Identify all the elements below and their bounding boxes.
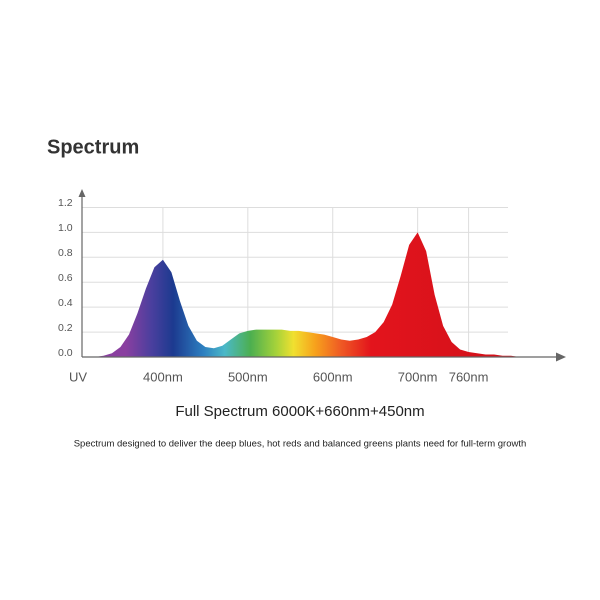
y-tick-label: 0.2 — [58, 322, 73, 334]
y-tick-label: 0.0 — [58, 347, 73, 359]
annotation: Spectrum designed to deliver the deep bl… — [74, 439, 527, 450]
x-axis-arrow — [556, 352, 566, 362]
y-tick-label: 1.0 — [58, 222, 73, 234]
chart-title: Spectrum — [47, 136, 139, 158]
y-tick-label: 0.4 — [58, 297, 73, 309]
x-tick-label: 760nm — [449, 369, 489, 384]
y-tick-label: 1.2 — [58, 197, 73, 209]
plot-area: 0.0 0.2 0.4 0.6 0.8 1.0 1.2 UV 400nm 500nm 600nm 70… — [58, 189, 566, 384]
x-tick-label: 500nm — [228, 369, 268, 384]
y-tick-label: 0.6 — [58, 272, 73, 284]
x-tick-label: UV — [69, 369, 87, 384]
x-tick-label: 700nm — [398, 369, 438, 384]
x-axis-label: Full Spectrum 6000K+660nm+450nm — [175, 403, 424, 420]
x-tick-label: 600nm — [313, 369, 353, 384]
x-tick-label: 400nm — [143, 369, 183, 384]
y-tick-label: 0.8 — [58, 247, 73, 259]
y-axis-arrow — [78, 189, 86, 197]
spectrum-area — [94, 232, 520, 357]
